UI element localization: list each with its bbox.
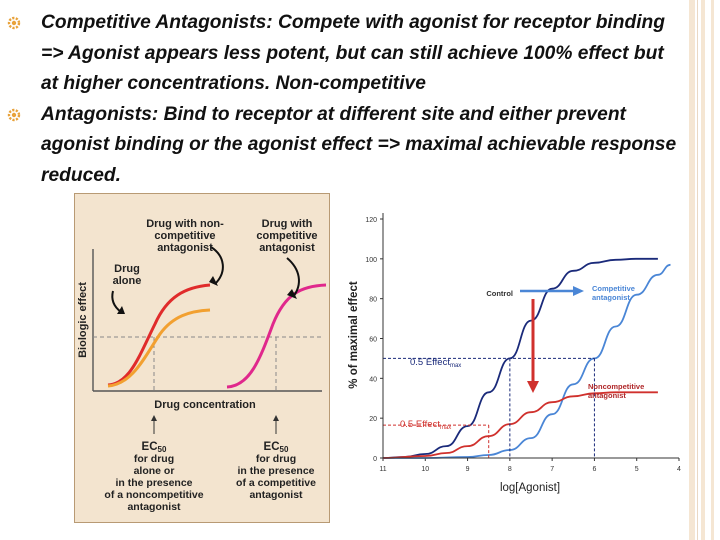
slide-border-line <box>697 0 698 540</box>
series-line-noncompetitive-antagonist <box>382 391 658 459</box>
label-competitive: Competitive <box>592 284 635 293</box>
x-tick-label: 7 <box>550 466 554 473</box>
y-tick-label: 20 <box>369 416 377 423</box>
antagonist-diagram: Biologic effect Drug concentration Drug … <box>77 218 327 513</box>
dose-response-chart: 0 20 40 60 80 100 120 11 10 9 8 7 6 5 4 % of maximal e… <box>348 213 681 494</box>
ec50-left-line: for drug <box>134 453 174 465</box>
label-alone-line: alone <box>113 275 142 287</box>
slide-border-stripe <box>711 0 714 540</box>
arrow-head <box>273 415 279 421</box>
ec50-left-line: antagonist <box>127 501 181 513</box>
y-tick-label: 100 <box>365 257 377 264</box>
arrow-alone <box>111 290 122 313</box>
bullet-list: Competitive Antagonists: Compete with ag… <box>0 8 680 191</box>
label-noncomp-line: Drug with non- <box>146 218 224 230</box>
label-control: Control <box>486 289 513 298</box>
y-tick-label: 60 <box>369 337 377 344</box>
ec50-right-line: of a competitive <box>236 477 316 489</box>
curve-competitive <box>226 283 327 389</box>
x-tick-label: 10 <box>421 466 429 473</box>
x-axis-label: Drug concentration <box>154 399 256 411</box>
arrow-head <box>573 286 584 296</box>
arrow-head <box>117 306 125 314</box>
arrow-head <box>287 289 297 299</box>
curve-noncompetitive <box>107 308 211 388</box>
series-line-control <box>382 257 658 459</box>
ec50-right-line: in the presence <box>237 465 314 477</box>
label-comp-line: antagonist <box>259 242 315 254</box>
y-tick-label: 40 <box>369 376 377 383</box>
bullet-gear-icon <box>7 16 21 30</box>
label-noncompetitive: Noncompetitive <box>588 382 644 391</box>
chart-grid: 0 20 40 60 80 100 120 11 10 9 8 7 6 5 4 <box>365 217 681 473</box>
slide-border-stripe <box>701 0 705 540</box>
x-tick-label: 8 <box>508 466 512 473</box>
x-tick-label: 4 <box>677 466 681 473</box>
label-comp-line: competitive <box>256 230 317 242</box>
arrow-comp <box>286 257 300 298</box>
arrow-head <box>151 415 157 421</box>
slide-border-stripe <box>689 0 695 540</box>
arrow-noncomp <box>210 246 224 285</box>
label-noncompetitive: antagonist <box>588 391 626 400</box>
arrow-head <box>209 276 218 286</box>
ec50-right-title: EC50 <box>264 441 289 454</box>
arrow-head <box>527 381 539 393</box>
y-tick-label: 120 <box>365 217 377 224</box>
label-alone-line: Drug <box>114 263 140 275</box>
chart-x-label: log[Agonist] <box>500 482 560 494</box>
y-tick-label: 80 <box>369 297 377 304</box>
x-tick-label: 6 <box>592 466 596 473</box>
bullet-item: Antagonists: Bind to receptor at differe… <box>0 100 680 192</box>
ec50-left-line: of a noncompetitive <box>104 489 203 501</box>
bullet-gear-icon <box>7 108 21 121</box>
x-tick-label: 5 <box>635 466 639 473</box>
x-tick-label: 11 <box>379 466 386 473</box>
bullet-item: Competitive Antagonists: Compete with ag… <box>0 8 680 100</box>
series-line-competitive-antagonist <box>383 263 671 459</box>
ec50-right-line: antagonist <box>249 489 303 501</box>
y-axis-label: Biologic effect <box>77 282 89 358</box>
ec50-left-line: in the presence <box>115 477 192 489</box>
label-comp-line: Drug with <box>262 218 313 230</box>
bullet-text: Antagonists: Bind to receptor at differe… <box>41 103 677 186</box>
label-half-noncomp: 0.5 Effectmax <box>400 419 451 431</box>
label-noncomp-line: competitive <box>154 230 215 242</box>
chart-y-label: % of maximal effect <box>348 281 360 389</box>
chart-series <box>382 257 671 459</box>
antagonist-diagram-panel: Biologic effect Drug concentration Drug … <box>74 193 330 523</box>
bullet-text: Competitive Antagonists: Compete with ag… <box>41 12 665 94</box>
ec50-left-title: EC50 <box>142 441 167 454</box>
label-competitive: antagonist <box>592 293 630 302</box>
label-half-control: 0.5 Effectmax <box>410 357 461 369</box>
label-noncomp-line: antagonist <box>157 242 213 254</box>
x-tick-label: 9 <box>466 466 470 473</box>
chart-annotations <box>383 357 595 458</box>
ec50-left-line: alone or <box>134 465 175 477</box>
y-tick-label: 0 <box>373 456 377 463</box>
curve-drug-alone <box>107 283 211 387</box>
ec50-right-line: for drug <box>256 453 296 465</box>
